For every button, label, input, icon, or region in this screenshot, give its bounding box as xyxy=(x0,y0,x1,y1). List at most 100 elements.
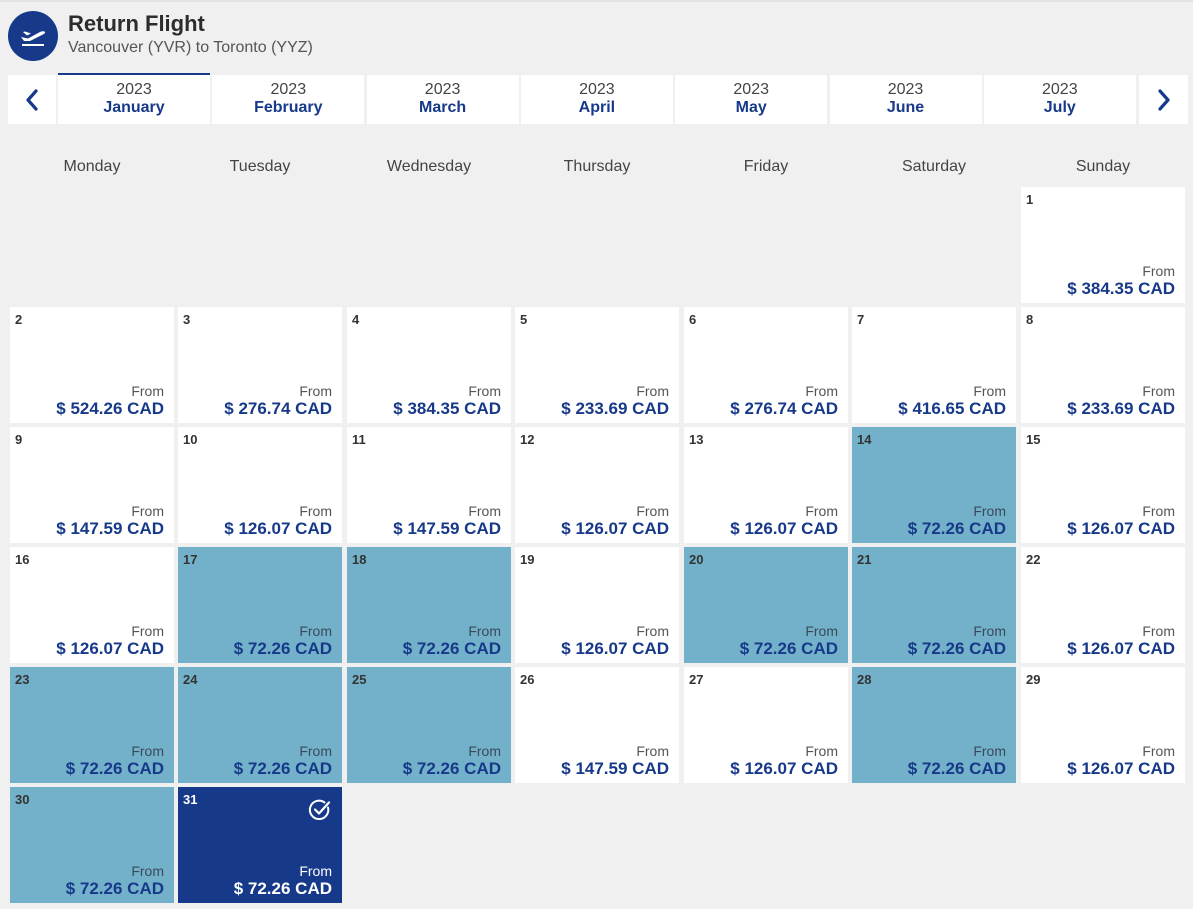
month-tab-january[interactable]: 2023 January xyxy=(58,73,210,124)
day-number: 25 xyxy=(352,672,367,687)
day-price: $ 126.07 CAD xyxy=(561,639,669,658)
day-number: 8 xyxy=(1026,312,1034,327)
calendar-day-18[interactable]: 18 From $ 72.26 CAD xyxy=(347,547,511,663)
calendar-day-10[interactable]: 10 From $ 126.07 CAD xyxy=(178,427,342,543)
month-tab-year: 2023 xyxy=(1042,81,1078,98)
from-label: From xyxy=(805,743,838,759)
day-price: $ 126.07 CAD xyxy=(224,519,332,538)
calendar-day-30[interactable]: 30 From $ 72.26 CAD xyxy=(10,787,174,903)
from-label: From xyxy=(636,623,669,639)
flight-header: Return Flight Vancouver (YVR) to Toronto… xyxy=(8,11,313,61)
month-tab-may[interactable]: 2023 May xyxy=(675,75,828,124)
month-tab-year: 2023 xyxy=(424,81,461,98)
calendar-day-27[interactable]: 27 From $ 126.07 CAD xyxy=(684,667,848,783)
month-tab-june[interactable]: 2023 June xyxy=(829,75,982,124)
calendar-day-9[interactable]: 9 From $ 147.59 CAD xyxy=(10,427,174,543)
day-price: $ 72.26 CAD xyxy=(65,879,164,898)
day-number: 12 xyxy=(520,432,535,447)
from-label: From xyxy=(131,863,164,879)
calendar-day-13[interactable]: 13 From $ 126.07 CAD xyxy=(684,427,848,543)
calendar-day-21[interactable]: 21 From $ 72.26 CAD xyxy=(852,547,1016,663)
from-label: From xyxy=(468,743,501,759)
calendar-day-15[interactable]: 15 From $ 126.07 CAD xyxy=(1021,427,1185,543)
calendar-day-31[interactable]: 31 From $ 72.26 CAD xyxy=(178,787,342,903)
day-number: 2 xyxy=(15,312,23,327)
from-label: From xyxy=(1142,623,1175,639)
day-price: $ 126.07 CAD xyxy=(56,639,164,658)
calendar-day-7[interactable]: 7 From $ 416.65 CAD xyxy=(852,307,1016,423)
calendar-day-12[interactable]: 12 From $ 126.07 CAD xyxy=(515,427,679,543)
day-price: $ 233.69 CAD xyxy=(561,399,669,418)
day-price: $ 72.26 CAD xyxy=(907,519,1006,538)
day-number: 3 xyxy=(183,312,191,327)
from-label: From xyxy=(131,743,164,759)
day-price: $ 147.59 CAD xyxy=(393,519,501,538)
calendar-day-14[interactable]: 14 From $ 72.26 CAD xyxy=(852,427,1016,543)
day-price: $ 276.74 CAD xyxy=(224,399,332,418)
day-number: 9 xyxy=(15,432,23,447)
from-label: From xyxy=(636,503,669,519)
calendar-day-19[interactable]: 19 From $ 126.07 CAD xyxy=(515,547,679,663)
from-label: From xyxy=(131,383,164,399)
day-price: $ 147.59 CAD xyxy=(56,519,164,538)
day-number: 10 xyxy=(183,432,198,447)
month-tab-name: July xyxy=(1043,99,1076,116)
day-number: 24 xyxy=(183,672,198,687)
day-price: $ 72.26 CAD xyxy=(907,759,1006,778)
from-label: From xyxy=(973,383,1006,399)
month-tab-name: April xyxy=(578,99,616,116)
page-title: Return Flight xyxy=(68,11,205,36)
prev-month-button[interactable] xyxy=(8,75,56,124)
day-number: 4 xyxy=(352,312,360,327)
calendar-day-22[interactable]: 22 From $ 126.07 CAD xyxy=(1021,547,1185,663)
day-price: $ 416.65 CAD xyxy=(898,399,1006,418)
day-price: $ 72.26 CAD xyxy=(233,639,332,658)
plane-departure-icon xyxy=(8,11,58,61)
calendar-day-6[interactable]: 6 From $ 276.74 CAD xyxy=(684,307,848,423)
calendar-day-29[interactable]: 29 From $ 126.07 CAD xyxy=(1021,667,1185,783)
day-number: 14 xyxy=(857,432,872,447)
from-label: From xyxy=(805,383,838,399)
calendar-day-25[interactable]: 25 From $ 72.26 CAD xyxy=(347,667,511,783)
month-selector: 2023 January 2023 February 2023 March 2023 Apri… xyxy=(8,73,1188,124)
from-label: From xyxy=(131,503,164,519)
day-number: 5 xyxy=(520,312,528,327)
next-month-button[interactable] xyxy=(1139,75,1188,124)
calendar-day-4[interactable]: 4 From $ 384.35 CAD xyxy=(347,307,511,423)
calendar-day-28[interactable]: 28 From $ 72.26 CAD xyxy=(852,667,1016,783)
calendar-day-26[interactable]: 26 From $ 147.59 CAD xyxy=(515,667,679,783)
from-label: From xyxy=(636,743,669,759)
calendar-day-23[interactable]: 23 From $ 72.26 CAD xyxy=(10,667,174,783)
calendar-day-8[interactable]: 8 From $ 233.69 CAD xyxy=(1021,307,1185,423)
weekday-wednesday: Wednesday xyxy=(386,158,472,175)
month-tab-february[interactable]: 2023 February xyxy=(212,75,365,124)
from-label: From xyxy=(299,863,332,879)
month-tab-march[interactable]: 2023 March xyxy=(366,75,519,124)
day-number: 21 xyxy=(857,552,872,567)
from-label: From xyxy=(299,623,332,639)
weekday-monday: Monday xyxy=(63,158,121,175)
day-number: 19 xyxy=(520,552,535,567)
calendar-day-1[interactable]: 1 From $ 384.35 CAD xyxy=(1021,187,1185,303)
month-tab-year: 2023 xyxy=(116,81,152,98)
day-number: 23 xyxy=(15,672,30,687)
calendar-day-3[interactable]: 3 From $ 276.74 CAD xyxy=(178,307,342,423)
calendar-day-20[interactable]: 20 From $ 72.26 CAD xyxy=(684,547,848,663)
from-label: From xyxy=(468,503,501,519)
calendar-day-5[interactable]: 5 From $ 233.69 CAD xyxy=(515,307,679,423)
calendar-day-16[interactable]: 16 From $ 126.07 CAD xyxy=(10,547,174,663)
weekday-friday: Friday xyxy=(743,158,789,175)
month-tab-name: January xyxy=(103,99,165,116)
calendar-day-2[interactable]: 2 From $ 524.26 CAD xyxy=(10,307,174,423)
day-price: $ 147.59 CAD xyxy=(561,759,669,778)
day-price: $ 384.35 CAD xyxy=(393,399,501,418)
month-tab-april[interactable]: 2023 April xyxy=(520,75,673,124)
calendar-day-24[interactable]: 24 From $ 72.26 CAD xyxy=(178,667,342,783)
calendar-day-11[interactable]: 11 From $ 147.59 CAD xyxy=(347,427,511,543)
month-tab-year: 2023 xyxy=(579,81,615,98)
day-price: $ 126.07 CAD xyxy=(1067,759,1175,778)
calendar-day-17[interactable]: 17 From $ 72.26 CAD xyxy=(178,547,342,663)
month-tab-name: May xyxy=(735,99,767,116)
month-tab-july[interactable]: 2023 July xyxy=(983,75,1136,124)
from-label: From xyxy=(805,623,838,639)
